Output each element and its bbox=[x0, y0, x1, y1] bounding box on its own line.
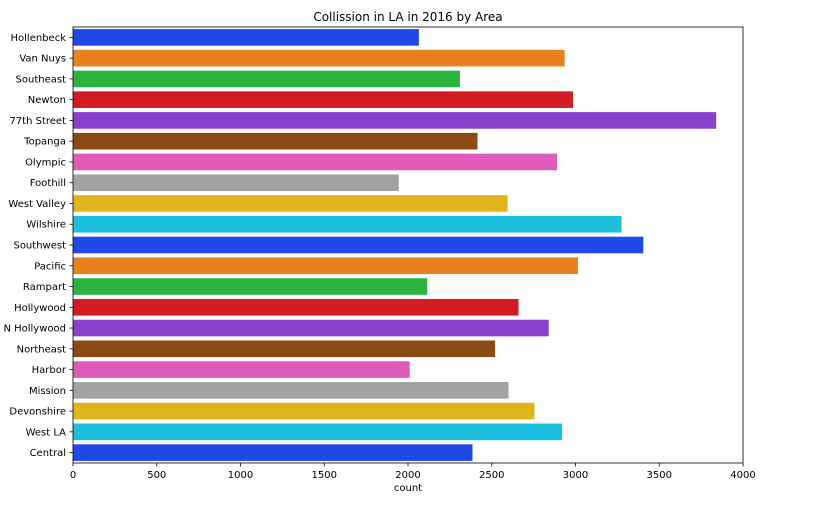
bar-15 bbox=[73, 340, 496, 358]
y-tick-label: 77th Street bbox=[9, 116, 66, 127]
x-tick-label: 3500 bbox=[647, 470, 672, 481]
bar-5 bbox=[73, 132, 478, 150]
y-tick-label: West LA bbox=[26, 427, 67, 438]
bar-3 bbox=[73, 91, 573, 108]
bar-13 bbox=[73, 298, 519, 316]
bar-9 bbox=[73, 215, 622, 233]
bar-16 bbox=[73, 361, 410, 378]
bar-10 bbox=[73, 236, 644, 254]
bar-1 bbox=[73, 49, 565, 67]
bar-8 bbox=[73, 195, 508, 212]
y-tick-label: Southeast bbox=[16, 74, 67, 85]
y-tick-label: N Hollywood bbox=[3, 324, 66, 335]
y-tick-label: West Valley bbox=[8, 199, 66, 210]
y-tick-labels: Hollenbeck Van Nuys Southeast Newton 77th St… bbox=[3, 33, 73, 459]
bar-7 bbox=[73, 174, 399, 192]
y-tick-label: Newton bbox=[28, 95, 66, 106]
x-ticks: 0 500 1000 1500 2000 2500 3000 3500 4000 bbox=[70, 463, 756, 481]
bars-group bbox=[73, 29, 717, 461]
bar-14 bbox=[73, 319, 549, 337]
y-tick-label: Wilshire bbox=[26, 220, 66, 231]
x-axis-label: count bbox=[394, 483, 422, 494]
x-tick-label: 1500 bbox=[312, 470, 337, 481]
bar-6 bbox=[73, 153, 558, 171]
plot-frame bbox=[72, 26, 744, 464]
bar-20 bbox=[73, 444, 473, 461]
y-tick-label: Hollenbeck bbox=[11, 33, 67, 44]
bar-0 bbox=[73, 29, 419, 46]
bar-2 bbox=[73, 70, 460, 88]
bar-4 bbox=[73, 112, 717, 129]
y-tick-label: Northeast bbox=[17, 344, 66, 355]
y-tick-label: Hollywood bbox=[14, 303, 66, 314]
x-tick-label: 0 bbox=[70, 470, 76, 481]
x-tick-label: 1000 bbox=[228, 470, 253, 481]
bar-18 bbox=[73, 402, 535, 420]
bar-12 bbox=[73, 278, 428, 295]
y-tick-label: Topanga bbox=[23, 137, 66, 148]
y-tick-label: Pacific bbox=[34, 261, 66, 272]
chart-title: Collission in LA in 2016 by Area bbox=[313, 10, 502, 24]
x-tick-label: 3000 bbox=[563, 470, 588, 481]
y-tick-label: Rampart bbox=[23, 282, 66, 293]
y-tick-label: Van Nuys bbox=[19, 54, 66, 65]
x-tick-label: 2500 bbox=[479, 470, 504, 481]
bar-11 bbox=[73, 257, 579, 275]
x-tick-label: 2000 bbox=[395, 470, 420, 481]
y-tick-label: Harbor bbox=[32, 365, 67, 376]
y-tick-label: Central bbox=[30, 448, 66, 459]
bar-17 bbox=[73, 382, 509, 399]
y-tick-label: Mission bbox=[29, 386, 66, 397]
bar-19 bbox=[73, 423, 563, 441]
y-tick-label: Southwest bbox=[13, 241, 66, 252]
x-tick-label: 4000 bbox=[730, 470, 755, 481]
y-tick-label: Devonshire bbox=[9, 407, 66, 418]
x-tick-label: 500 bbox=[147, 470, 166, 481]
y-tick-label: Foothill bbox=[30, 178, 66, 189]
y-tick-label: Olympic bbox=[25, 157, 66, 168]
